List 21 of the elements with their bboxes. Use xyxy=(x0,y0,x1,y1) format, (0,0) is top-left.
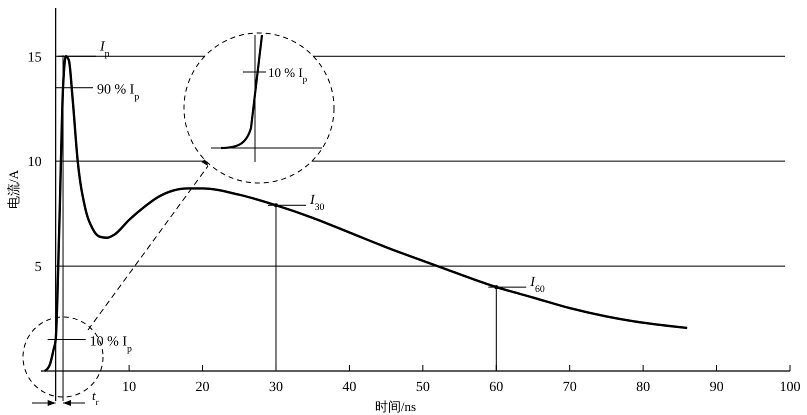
x-tick-label: 100 xyxy=(780,380,800,395)
x-tick-label: 20 xyxy=(196,380,210,395)
x-tick-label: 10 xyxy=(122,380,136,395)
y-tick-label: 10 xyxy=(28,155,42,170)
annotation: I$_{30}$ xyxy=(308,193,325,213)
y-tick-label: 5 xyxy=(34,260,42,276)
x-tick-label: 50 xyxy=(416,380,430,395)
annotation: 10 % I$_{p}$ xyxy=(268,65,308,84)
x-tick-label: 40 xyxy=(342,380,356,395)
x-tick-label: 90 xyxy=(710,380,724,395)
x-tick-label: 30 xyxy=(268,380,283,395)
annotation: I$_{60}$ xyxy=(529,275,545,295)
x-tick-label: 70 xyxy=(562,380,577,395)
x-tick-label: 60 xyxy=(489,380,504,395)
x-tick-label: 80 xyxy=(636,380,650,395)
text: t$_{r}$ xyxy=(92,388,99,407)
annotation: 10 % I$_{p}$ xyxy=(90,334,132,354)
annotation: 90 % I$_{p}$ xyxy=(97,82,140,102)
y-axis-title: 电流/A xyxy=(6,169,21,209)
x-axis-title: 时间/ns xyxy=(374,399,416,414)
y-tick-label: 15 xyxy=(28,50,42,66)
